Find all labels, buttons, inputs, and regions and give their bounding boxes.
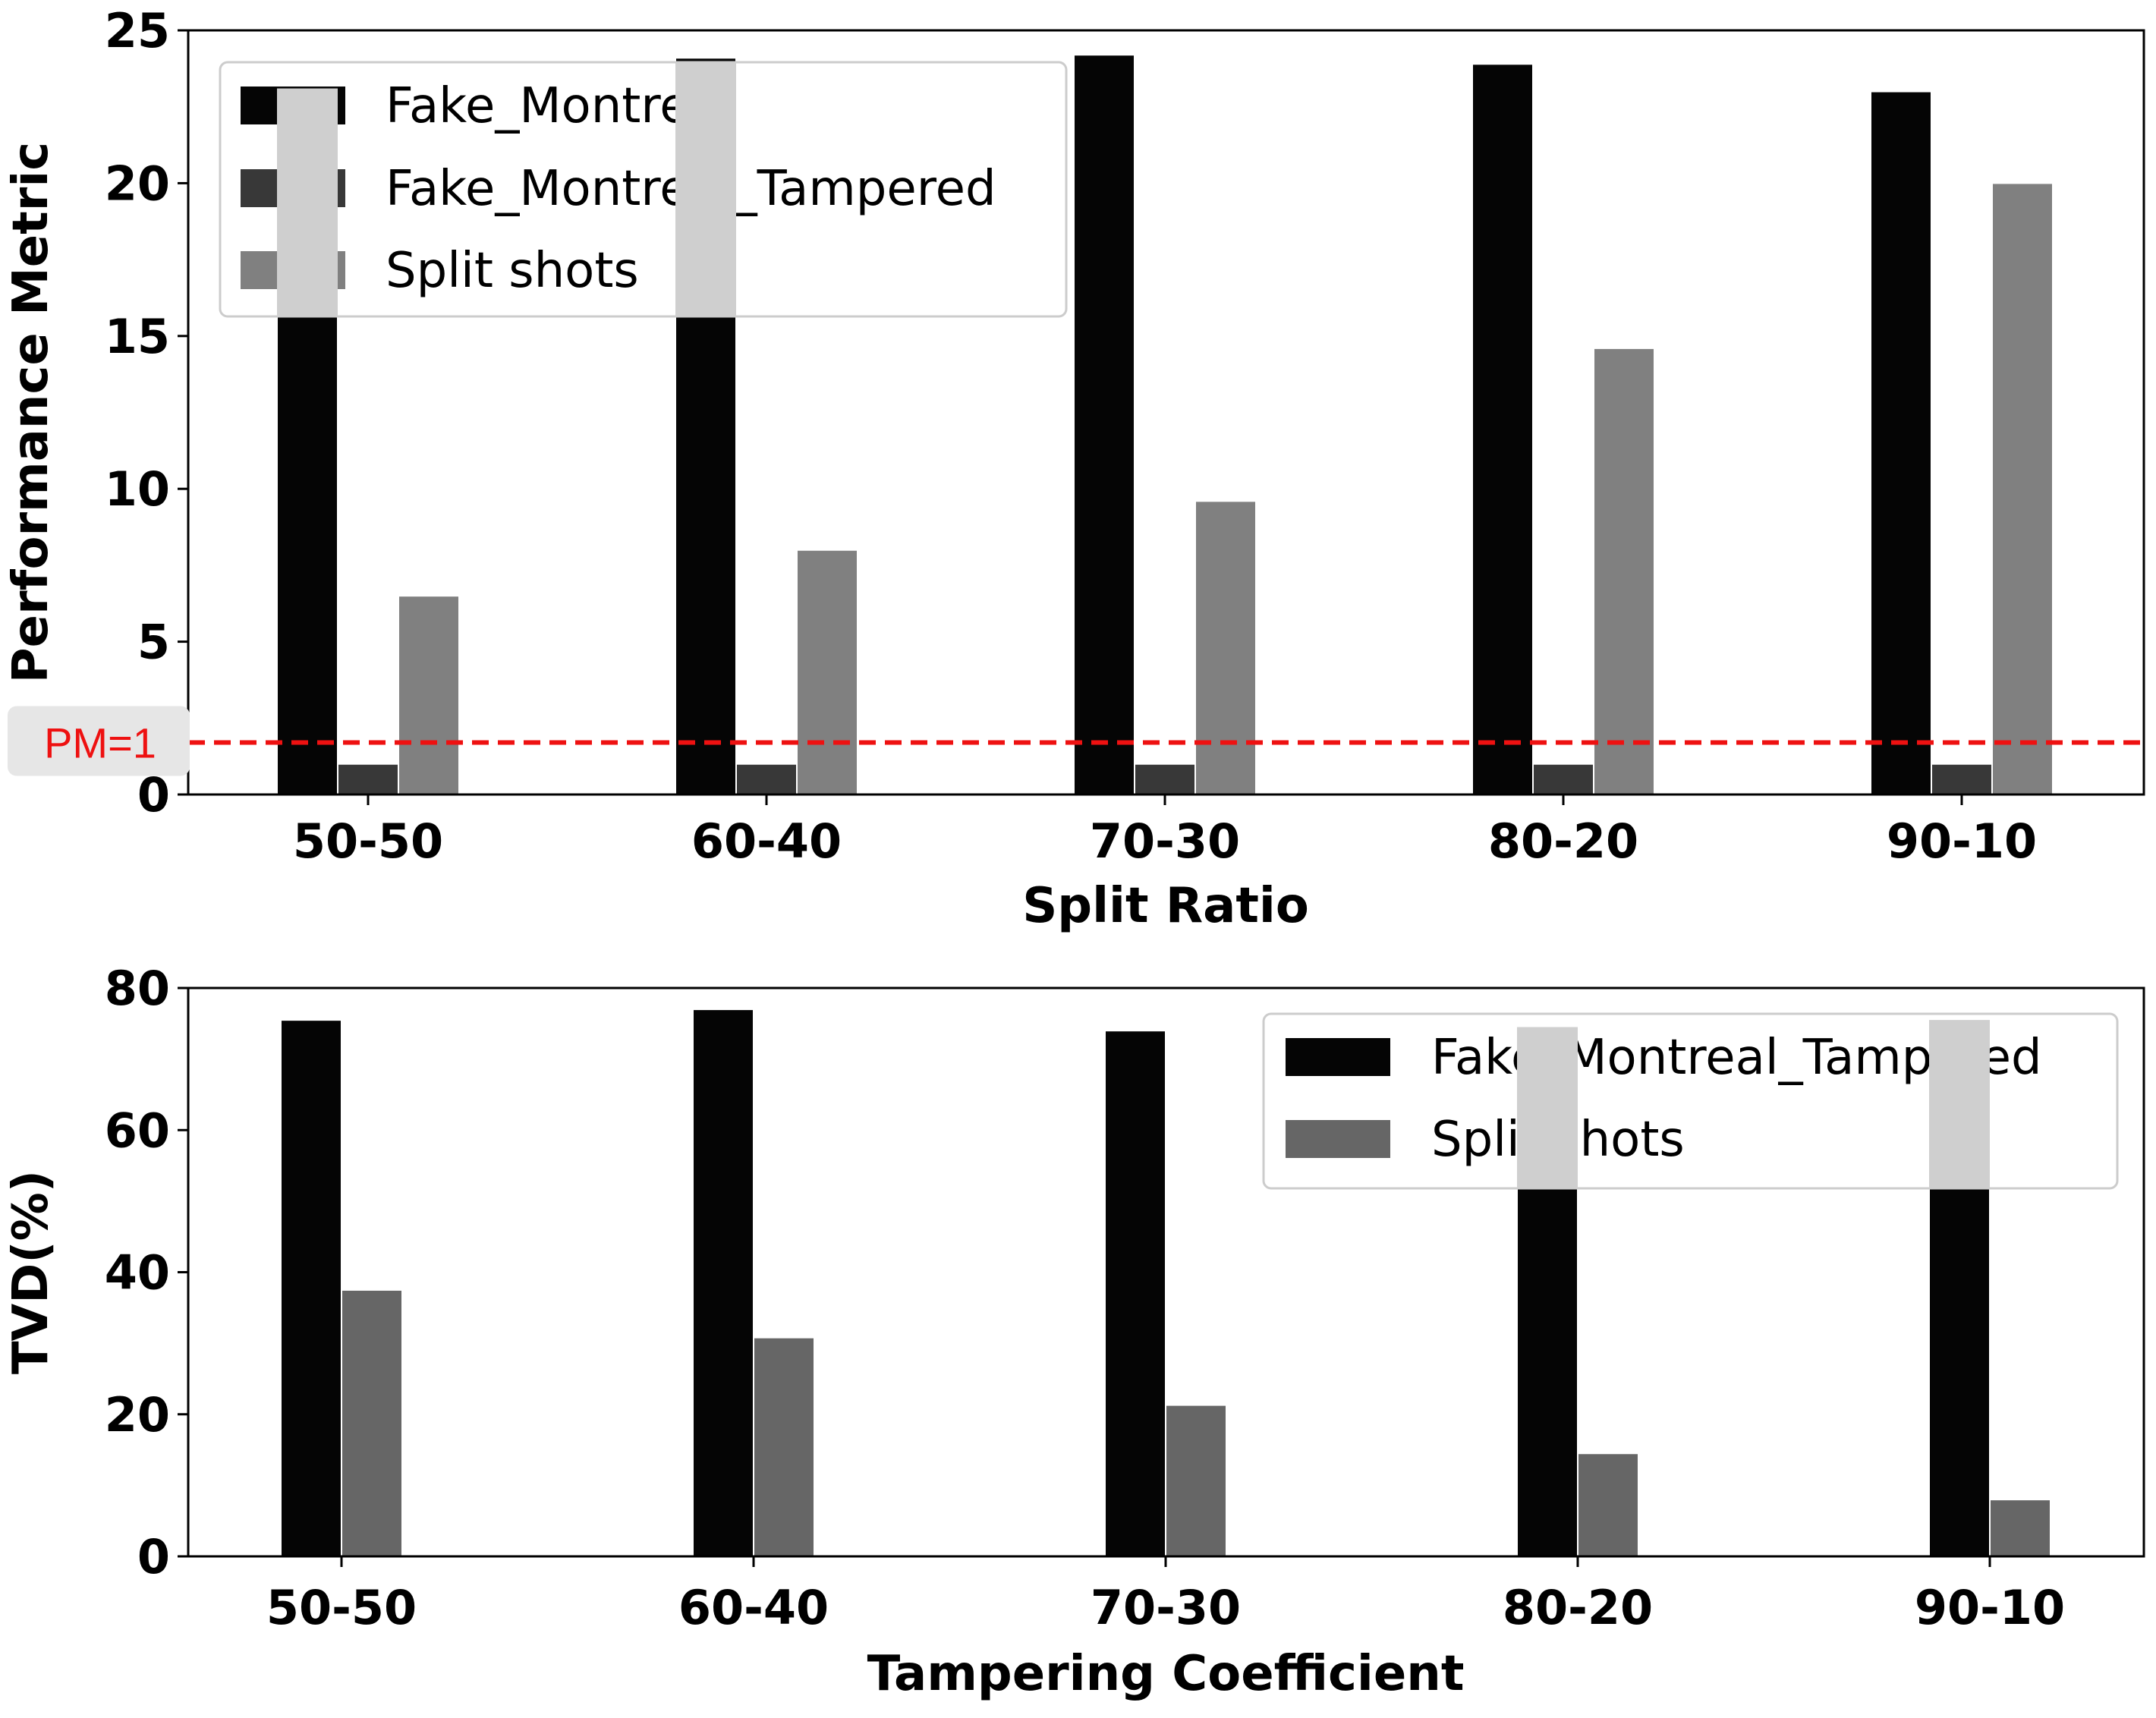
reference-line-label-box	[8, 706, 190, 776]
x-tick-label: 60-40	[678, 1580, 829, 1635]
y-tick-label: 60	[105, 1103, 170, 1158]
bar-split-shots-90-10	[1989, 1499, 2051, 1557]
bar-fake-montreal-tampered-60-40	[692, 1008, 754, 1557]
bar-split-shots-60-40	[753, 1336, 815, 1557]
x-tick-label: 50-50	[293, 813, 443, 869]
bar-fake-montreal-tampered-50-50	[337, 763, 399, 795]
reference-line-label: PM=1	[44, 719, 156, 767]
y-axis-label: TVD(%)	[3, 1170, 59, 1374]
y-tick-label: 0	[137, 1529, 170, 1584]
y-axis-label: Performance Metric	[3, 142, 59, 683]
y-tick-label: 25	[105, 3, 170, 58]
chart-tvd: 0 20 40 60 80 50-50 60-40 70-30 80-20 90-10 Tamper…	[3, 961, 2145, 1702]
legend-label: Split shots	[386, 243, 639, 299]
bar-fake-montreal-tampered-90-10	[1931, 763, 1993, 795]
x-tick-label: 70-30	[1090, 813, 1240, 869]
bar-under-legend	[1517, 1027, 1578, 1188]
x-axis-label: Split Ratio	[1022, 878, 1309, 934]
bar-split-shots-50-50	[341, 1288, 403, 1557]
bar-fake-montreal-tampered-70-30	[1134, 763, 1196, 795]
y-tick-label: 0	[137, 767, 170, 823]
bar-fake-montreal-tampered-50-50	[280, 1019, 342, 1557]
bar-split-shots-90-10	[1991, 182, 2054, 795]
bar-fake-montreal-tampered-80-20	[1532, 763, 1594, 795]
y-tick-label: 15	[105, 309, 170, 364]
legend-box	[219, 61, 1068, 318]
legend-label: Fake_Montreal	[386, 78, 733, 134]
y-tick-label: 40	[105, 1245, 170, 1301]
y-tick-label: 80	[105, 961, 170, 1016]
bar-fake-montreal-80-20	[1471, 63, 1534, 796]
chart-performance-metric: 0 5 10 15 20 25 50-50 60-40 70-30 80-20 90-10 Split…	[3, 3, 2145, 934]
bar-under-legend	[1929, 1020, 1990, 1188]
bar-split-shots-70-30	[1194, 500, 1257, 795]
bar-fake-montreal-tampered-70-30	[1104, 1030, 1166, 1558]
x-tick-label: 50-50	[266, 1580, 417, 1635]
x-tick-label: 60-40	[691, 813, 842, 869]
x-tick-label: 90-10	[1915, 1580, 2065, 1635]
y-tick-label: 5	[137, 615, 170, 670]
x-tick-label: 80-20	[1488, 813, 1638, 869]
bar-split-shots-80-20	[1577, 1452, 1639, 1558]
bar-fake-montreal-tampered-60-40	[735, 763, 798, 795]
bar-split-shots-80-20	[1593, 347, 1655, 795]
x-tick-label: 70-30	[1091, 1580, 1241, 1635]
legend-swatch	[1284, 1119, 1392, 1159]
bar-split-shots-60-40	[796, 549, 858, 795]
bar-split-shots-70-30	[1165, 1404, 1227, 1557]
legend-box	[1262, 1012, 2119, 1190]
bar-split-shots-50-50	[398, 595, 460, 795]
bar-fake-montreal-70-30	[1073, 54, 1135, 795]
y-tick-label: 20	[105, 1387, 170, 1443]
y-tick-label: 10	[105, 461, 170, 517]
x-tick-label: 80-20	[1503, 1580, 1653, 1635]
legend-swatch	[1284, 1037, 1392, 1078]
x-axis-label: Tampering Coefficient	[867, 1646, 1465, 1702]
bar-fake-montreal-90-10	[1870, 90, 1932, 795]
y-tick-label: 20	[105, 156, 170, 211]
bar-under-legend	[277, 88, 338, 317]
bar-under-legend	[675, 62, 736, 316]
x-tick-label: 90-10	[1887, 813, 2037, 869]
